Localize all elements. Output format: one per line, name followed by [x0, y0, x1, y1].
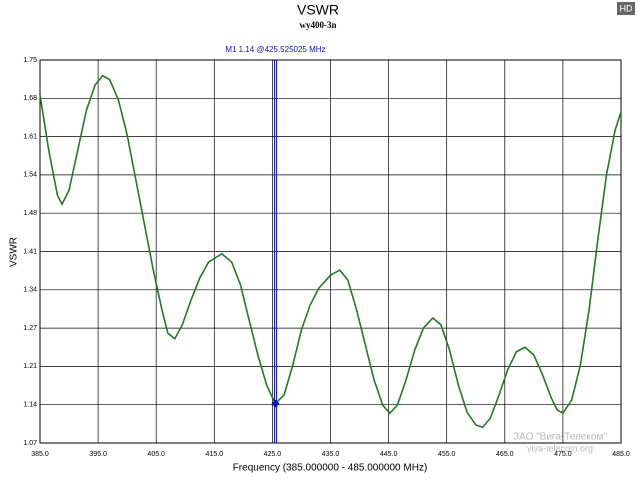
- x-axis-label: Frequency (385.000000 - 485.000000 MHz): [233, 463, 428, 474]
- watermark: ЗАО "Вига-Телеком": [513, 432, 607, 443]
- y-tick-label: 1.61: [23, 133, 37, 140]
- vswr-line: [39, 74, 622, 429]
- chart-title: VSWR: [297, 2, 339, 18]
- y-tick-label: 1.14: [23, 402, 37, 409]
- x-tick-label: 485.0: [612, 451, 630, 458]
- y-tick-label: 1.48: [23, 210, 37, 217]
- y-axis-label: VSWR: [9, 237, 20, 267]
- x-tick-label: 465.0: [496, 451, 514, 458]
- x-tick-label: 455.0: [438, 451, 456, 458]
- y-tick-label: 1.27: [23, 325, 37, 332]
- x-tick-label: 385.0: [31, 451, 49, 458]
- chart-subtitle: wy400-3n: [299, 20, 336, 30]
- y-tick-label: 1.75: [23, 57, 37, 64]
- x-tick-label: 395.0: [89, 451, 107, 458]
- y-tick-label: 1.21: [23, 363, 37, 370]
- y-tick-label: 1.41: [23, 248, 37, 255]
- y-tick-label: 1.68: [23, 95, 37, 102]
- x-tick-label: 405.0: [147, 451, 165, 458]
- hd-badge-text: HD: [620, 3, 633, 13]
- x-tick-label: 425.0: [264, 451, 282, 458]
- x-tick-label: 475.0: [554, 451, 572, 458]
- y-tick-label: 1.07: [23, 440, 37, 447]
- watermark: viva-telecom.org: [527, 443, 593, 453]
- x-tick-label: 435.0: [322, 451, 340, 458]
- x-tick-label: 415.0: [206, 451, 224, 458]
- marker-label: M1 1.14 @425.525025 MHz: [225, 45, 325, 54]
- marker-point: [271, 399, 280, 408]
- y-tick-label: 1.54: [23, 172, 37, 179]
- x-tick-label: 445.0: [380, 451, 398, 458]
- hd-badge: [617, 2, 635, 15]
- y-tick-label: 1.34: [23, 287, 37, 294]
